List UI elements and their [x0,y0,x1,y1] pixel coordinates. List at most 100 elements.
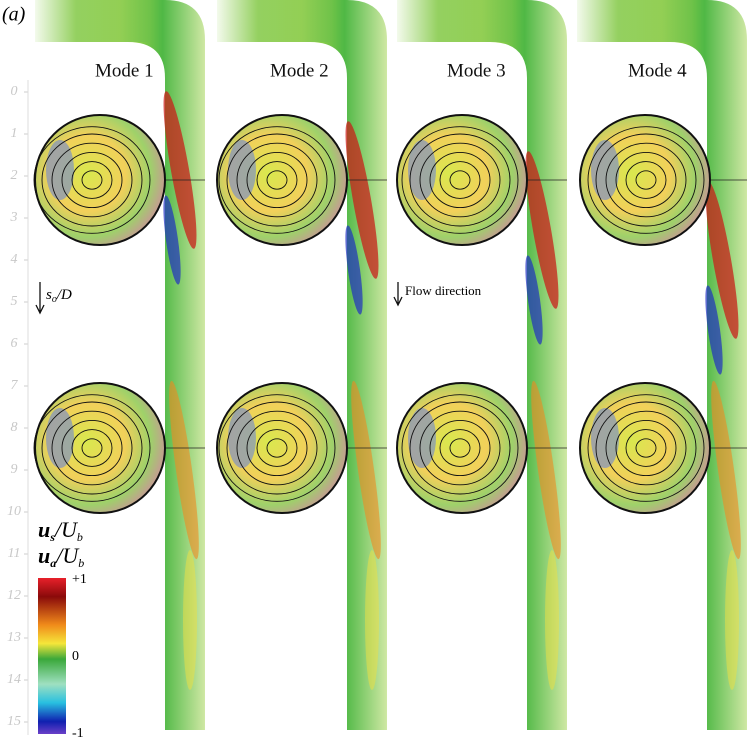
streamline [635,170,657,190]
flow-streak-orange [531,380,561,560]
streamline [246,419,308,477]
title-rest: /U [54,543,80,568]
label-main: s [46,287,52,303]
streamline [587,394,705,502]
colorbar-tick: -1 [72,726,84,741]
colorbar-title: us/Ub [38,517,83,544]
streamline [625,429,667,467]
streamline [401,394,519,502]
streamline [409,133,511,227]
arrow [393,282,403,307]
streamline [81,170,103,190]
streamline [635,438,657,458]
pipe [397,0,567,730]
patch-blue [228,140,256,200]
label-rest: /D [56,287,72,303]
axis-tick-label: 9 [11,462,18,477]
streamline [71,429,113,467]
flow-streak-yellow [183,550,197,690]
flow-streak-blue [163,195,181,285]
streamline [236,410,318,486]
streamline [81,438,103,458]
streamline [605,142,687,218]
title-main: u [38,543,50,568]
flow-streak-red [345,121,379,279]
flow-direction: Flow direction [405,283,482,298]
streamline [266,170,288,190]
mode-title: Mode 4 [628,60,687,81]
streamline [429,419,491,477]
title-sub: a [50,556,56,570]
patch-blue [591,140,619,200]
streamline [401,126,519,234]
flow-streak-orange [711,380,741,560]
axis-tick-label: 0 [11,84,18,99]
flow-streak-red [705,181,739,339]
axis-tick-label: 12 [7,588,21,603]
streamline [419,410,501,486]
streamline [41,401,143,495]
pipe [217,0,387,730]
axis-tick-label: 6 [11,336,18,351]
streamline [439,429,481,467]
streamline [33,126,151,234]
axis-tick-label: 3 [10,210,18,225]
patch-blue [228,408,256,468]
colorbar-title: ua/Ub [38,543,84,570]
streamline [71,161,113,199]
title-sub: b [78,556,84,570]
axis-tick-label: 13 [7,630,21,645]
label-sub: o [52,294,57,305]
flow-streak-orange [351,380,381,560]
axis-label: so/D [46,287,72,305]
title-rest: /U [53,517,79,542]
streamline [615,151,677,209]
streamline [595,401,697,495]
flow-streak-yellow [725,550,739,690]
colorbar-tick: +1 [72,572,87,587]
flow-streak-orange [169,380,199,560]
streamline [419,142,501,218]
streamline [41,133,143,227]
streamline [246,151,308,209]
streamline [51,142,133,218]
streamline [587,126,705,234]
streamline [61,419,123,477]
streamline [226,401,328,495]
flow-streak-blue [345,225,363,315]
streamline [409,401,511,495]
patch-blue [46,408,74,468]
streamline [256,161,298,199]
patch-blue [46,140,74,200]
streamline [605,410,687,486]
axis-tick-label: 10 [7,504,21,519]
pipe-top [577,0,692,42]
axis-tick-label: 11 [8,546,21,561]
title-sub: s [49,530,55,544]
axis-tick-label: 4 [11,252,18,267]
streamline [439,161,481,199]
streamline [33,394,151,502]
axis-tick-label: 2 [11,168,18,183]
streamline [595,133,697,227]
title-sub: b [77,530,83,544]
arrow [35,282,45,315]
panel-label: (a) [2,4,26,26]
streamline [218,394,336,502]
streamline [61,151,123,209]
pipe-top [217,0,332,42]
colorbar [38,578,66,734]
flow-streak-blue [525,255,543,345]
streamline [256,429,298,467]
flow-streak-blue [705,285,723,375]
axis-tick-label: 1 [11,126,18,141]
streamline [226,133,328,227]
streamline [625,161,667,199]
streamline [51,410,133,486]
mode-title: Mode 1 [95,60,154,81]
pipe-top [35,0,150,42]
patch-blue [591,408,619,468]
flow-streak-yellow [365,550,379,690]
patch-blue [408,408,436,468]
